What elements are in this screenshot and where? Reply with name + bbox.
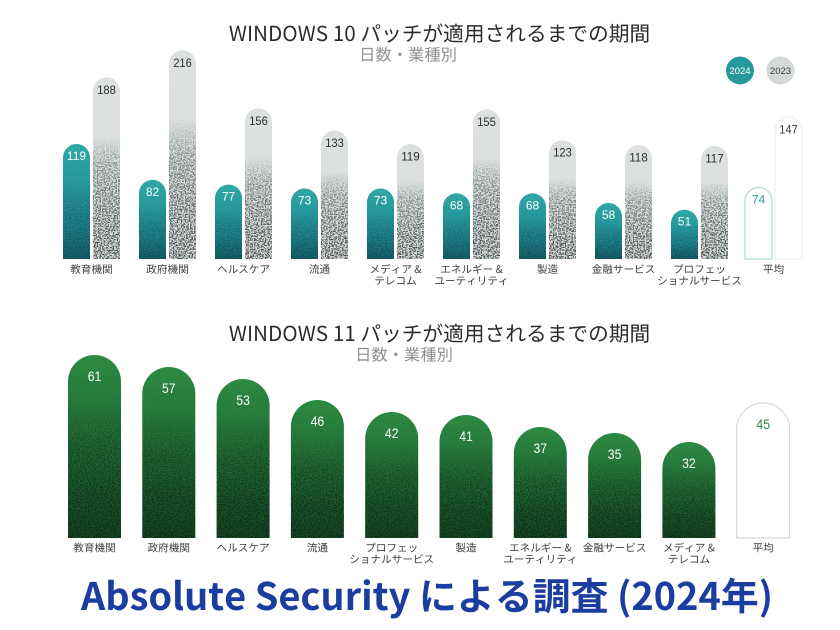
svg-text:53: 53 [236, 392, 250, 408]
svg-text:119: 119 [401, 150, 420, 164]
svg-text:37: 37 [534, 440, 548, 456]
svg-text:133: 133 [325, 136, 344, 150]
svg-text:57: 57 [162, 380, 176, 396]
svg-text:77: 77 [222, 190, 236, 204]
svg-text:32: 32 [682, 455, 696, 471]
svg-text:42: 42 [385, 425, 399, 441]
svg-text:73: 73 [298, 194, 312, 208]
svg-text:155: 155 [477, 115, 496, 129]
svg-text:2023: 2023 [770, 66, 791, 77]
svg-text:68: 68 [450, 198, 464, 212]
svg-text:118: 118 [629, 151, 648, 165]
svg-text:68: 68 [526, 198, 540, 212]
svg-text:61: 61 [88, 368, 102, 384]
svg-text:216: 216 [173, 56, 192, 70]
svg-text:2024: 2024 [729, 66, 750, 77]
svg-text:41: 41 [459, 428, 473, 444]
svg-text:74: 74 [752, 193, 766, 207]
svg-text:117: 117 [705, 152, 724, 166]
svg-text:51: 51 [678, 215, 692, 229]
svg-text:147: 147 [779, 123, 798, 137]
svg-text:58: 58 [602, 208, 616, 222]
svg-text:156: 156 [249, 114, 268, 128]
svg-text:188: 188 [97, 83, 116, 97]
svg-text:35: 35 [608, 446, 622, 462]
svg-text:73: 73 [374, 194, 388, 208]
svg-text:82: 82 [146, 185, 160, 199]
svg-text:119: 119 [67, 149, 86, 163]
svg-text:45: 45 [756, 416, 770, 432]
svg-text:46: 46 [311, 413, 325, 429]
svg-text:123: 123 [553, 146, 572, 160]
